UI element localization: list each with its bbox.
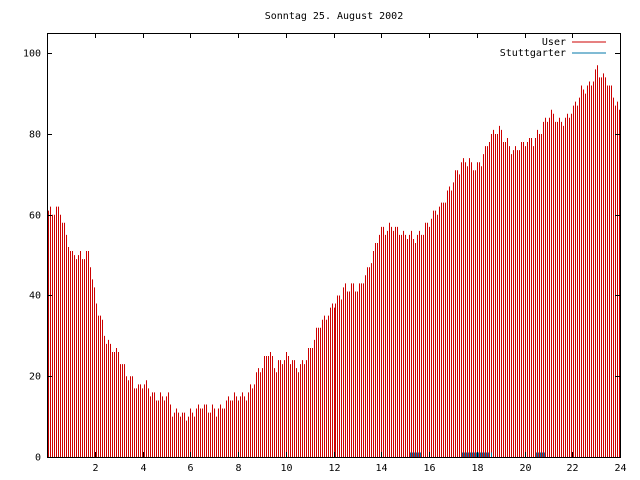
y-tick-label: 80 bbox=[29, 130, 41, 141]
x-tick-label: 4 bbox=[140, 463, 146, 474]
chart-title: Sonntag 25. August 2002 bbox=[265, 11, 403, 22]
x-tick-label: 10 bbox=[280, 463, 292, 474]
y-tick-label: 20 bbox=[29, 372, 41, 383]
stuttgarter-bars-layer bbox=[410, 452, 545, 457]
x-tick-label: 22 bbox=[566, 463, 578, 474]
legend-label-user: User bbox=[542, 37, 566, 48]
x-tick-label: 18 bbox=[471, 463, 483, 474]
y-tick-label: 60 bbox=[29, 211, 41, 222]
x-tick-label: 16 bbox=[423, 463, 435, 474]
x-tick-label: 14 bbox=[375, 463, 387, 474]
x-tick-label: 8 bbox=[235, 463, 241, 474]
x-tick-label: 6 bbox=[187, 463, 193, 474]
legend: User Stuttgarter bbox=[500, 37, 606, 59]
x-tick-label: 20 bbox=[519, 463, 531, 474]
x-tick-label: 12 bbox=[328, 463, 340, 474]
y-tick-label: 40 bbox=[29, 291, 41, 302]
bars-layer bbox=[48, 65, 620, 457]
x-tick-label: 2 bbox=[92, 463, 98, 474]
legend-label-stuttgarter: Stuttgarter bbox=[500, 48, 566, 59]
y-tick-label: 100 bbox=[23, 49, 41, 60]
x-tick-label: 24 bbox=[614, 463, 626, 474]
y-tick-label: 0 bbox=[35, 453, 41, 464]
